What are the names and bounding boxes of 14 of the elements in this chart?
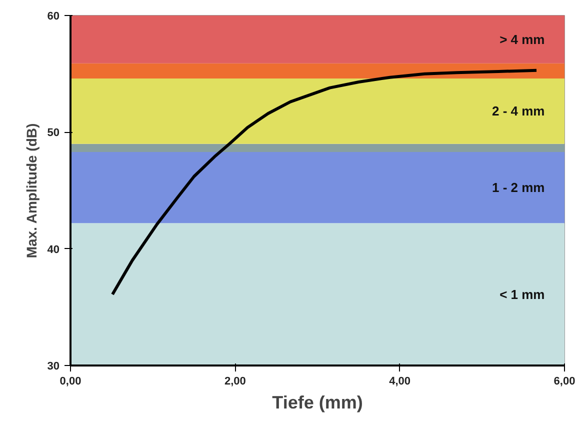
x-tick-label: 4,00 — [389, 376, 411, 388]
band-label: > 4 mm — [500, 32, 545, 47]
y-tick-label: 50 — [47, 127, 60, 140]
y-tick-label: 30 — [47, 360, 60, 372]
band-label: 2 - 4 mm — [492, 104, 545, 119]
y-tick-label: 40 — [47, 244, 60, 256]
x-tick-label: 2,00 — [224, 376, 246, 388]
y-tick-label: 60 — [47, 10, 60, 22]
x-tick-label: 6,00 — [554, 376, 576, 388]
y-axis-title: Max. Amplitude (dB) — [23, 123, 40, 258]
x-tick-label: 0,00 — [60, 376, 82, 388]
band-label: < 1 mm — [500, 286, 545, 302]
x-axis-title: Tiefe (mm) — [272, 392, 363, 412]
band-label: 1 - 2 mm — [492, 180, 545, 196]
